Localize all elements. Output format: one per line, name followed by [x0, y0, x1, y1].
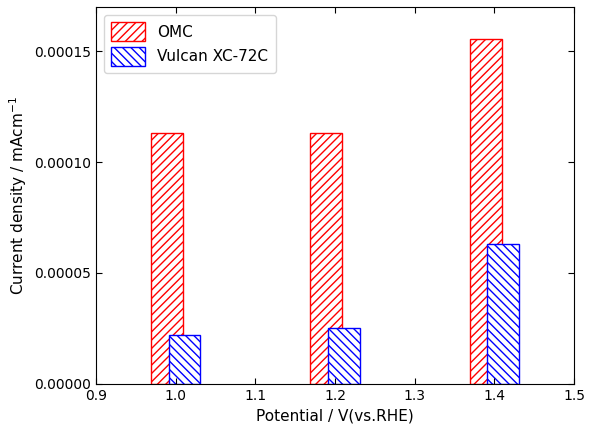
Bar: [169, 335, 201, 384]
X-axis label: Potential / V(vs.RHE): Potential / V(vs.RHE): [256, 408, 414, 423]
Bar: [469, 39, 501, 384]
Bar: [310, 133, 342, 384]
Bar: [328, 328, 360, 384]
Y-axis label: Current density / mAcm$^{-1}$: Current density / mAcm$^{-1}$: [7, 96, 28, 295]
Legend: OMC, Vulcan XC-72C: OMC, Vulcan XC-72C: [104, 15, 276, 73]
Bar: [151, 133, 183, 384]
Bar: [487, 244, 519, 384]
